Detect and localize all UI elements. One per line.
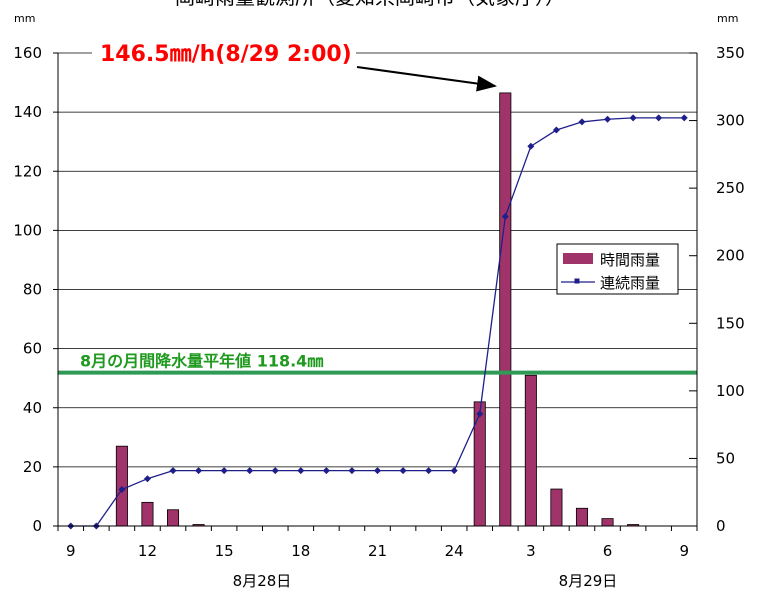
left-tick-label: 100 <box>13 221 42 239</box>
legend-bar-label: 時間雨量 <box>600 251 660 269</box>
chart-title: 岡崎雨量観測所（愛知県岡崎市（気象庁）） <box>175 0 565 9</box>
right-tick-label: 50 <box>716 449 735 467</box>
right-tick-label: 100 <box>716 382 745 400</box>
line-point <box>348 467 356 475</box>
right-tick-label: 150 <box>716 314 745 332</box>
line-point <box>527 142 535 150</box>
line-point <box>425 467 433 475</box>
legend-line-marker <box>574 278 580 284</box>
date-label-aug29: 8月29日 <box>559 572 618 590</box>
right-tick-label: 0 <box>716 517 726 535</box>
line-point <box>322 467 330 475</box>
line-point <box>552 126 560 134</box>
bar <box>601 518 614 527</box>
line-point <box>374 467 381 475</box>
x-tick-label: 12 <box>138 542 157 560</box>
left-tick-label: 0 <box>32 517 42 535</box>
left-tick-label: 20 <box>23 458 42 476</box>
right-tick-label: 300 <box>716 112 745 130</box>
line-point <box>118 486 126 494</box>
peak-annotation-bg <box>92 35 356 69</box>
line-point <box>604 115 612 123</box>
left-tick-label: 140 <box>13 103 42 121</box>
bar <box>575 507 589 527</box>
bar <box>141 501 154 527</box>
legend-bar-swatch <box>563 253 593 264</box>
x-tick-label: 15 <box>215 542 234 560</box>
line-point <box>297 467 305 475</box>
legend: 時間雨量 連続雨量 <box>556 243 679 295</box>
legend-line-label: 連続雨量 <box>600 274 660 292</box>
left-axis-unit: mm <box>14 12 35 25</box>
left-tick-label: 40 <box>23 399 42 417</box>
bar <box>550 488 563 527</box>
left-tick-label: 60 <box>23 340 42 358</box>
right-tick-label: 250 <box>716 179 745 197</box>
x-tick-label: 18 <box>291 542 310 560</box>
right-axis-ticks: 0 50 100 150 200 250 300 350 <box>689 44 745 535</box>
monthly-normal-label: 8月の月間降水量平年値 118.4㎜ <box>80 352 323 371</box>
bar <box>473 401 486 527</box>
right-tick-label: 200 <box>716 247 745 265</box>
x-axis-ticks: 9 12 15 18 21 24 3 6 9 <box>57 526 698 560</box>
left-tick-label: 160 <box>13 44 42 62</box>
line-point <box>450 467 458 475</box>
left-axis-ticks: 0 20 40 60 80 100 120 140 160 <box>13 44 58 535</box>
cumulative-line-path <box>70 117 685 527</box>
left-tick-label: 120 <box>13 162 42 180</box>
date-label-aug28: 8月28日 <box>233 572 292 590</box>
x-tick-label: 21 <box>368 542 387 560</box>
left-tick-label: 80 <box>23 281 42 299</box>
x-tick-label: 24 <box>445 542 464 560</box>
line-point <box>578 118 586 126</box>
line-point <box>169 467 177 475</box>
line-point <box>680 114 688 122</box>
x-tick-label: 9 <box>679 542 689 560</box>
line-point <box>143 475 151 483</box>
right-axis-unit: mm <box>717 12 738 25</box>
peak-annotation: 146.5㎜/h(8/29 2:00) <box>100 42 352 67</box>
line-point <box>476 410 484 418</box>
gridlines <box>58 52 697 468</box>
line-point <box>629 114 637 122</box>
x-tick-label: 3 <box>526 542 536 560</box>
x-tick-label: 9 <box>66 542 76 560</box>
right-tick-label: 350 <box>716 44 745 62</box>
peak-annotation-arrow <box>356 66 497 92</box>
bar <box>499 92 512 527</box>
bar <box>524 374 537 527</box>
line-point <box>271 467 279 475</box>
hourly-rain-bars <box>115 92 640 527</box>
line-point <box>220 467 228 475</box>
bar <box>166 509 180 527</box>
legend-box <box>556 243 679 295</box>
line-point <box>501 213 509 221</box>
line-point <box>195 467 203 475</box>
line-point <box>246 467 254 475</box>
x-tick-label: 6 <box>603 542 613 560</box>
cumulative-rain-line <box>67 114 688 530</box>
line-point <box>655 114 663 122</box>
line-point <box>399 467 407 475</box>
